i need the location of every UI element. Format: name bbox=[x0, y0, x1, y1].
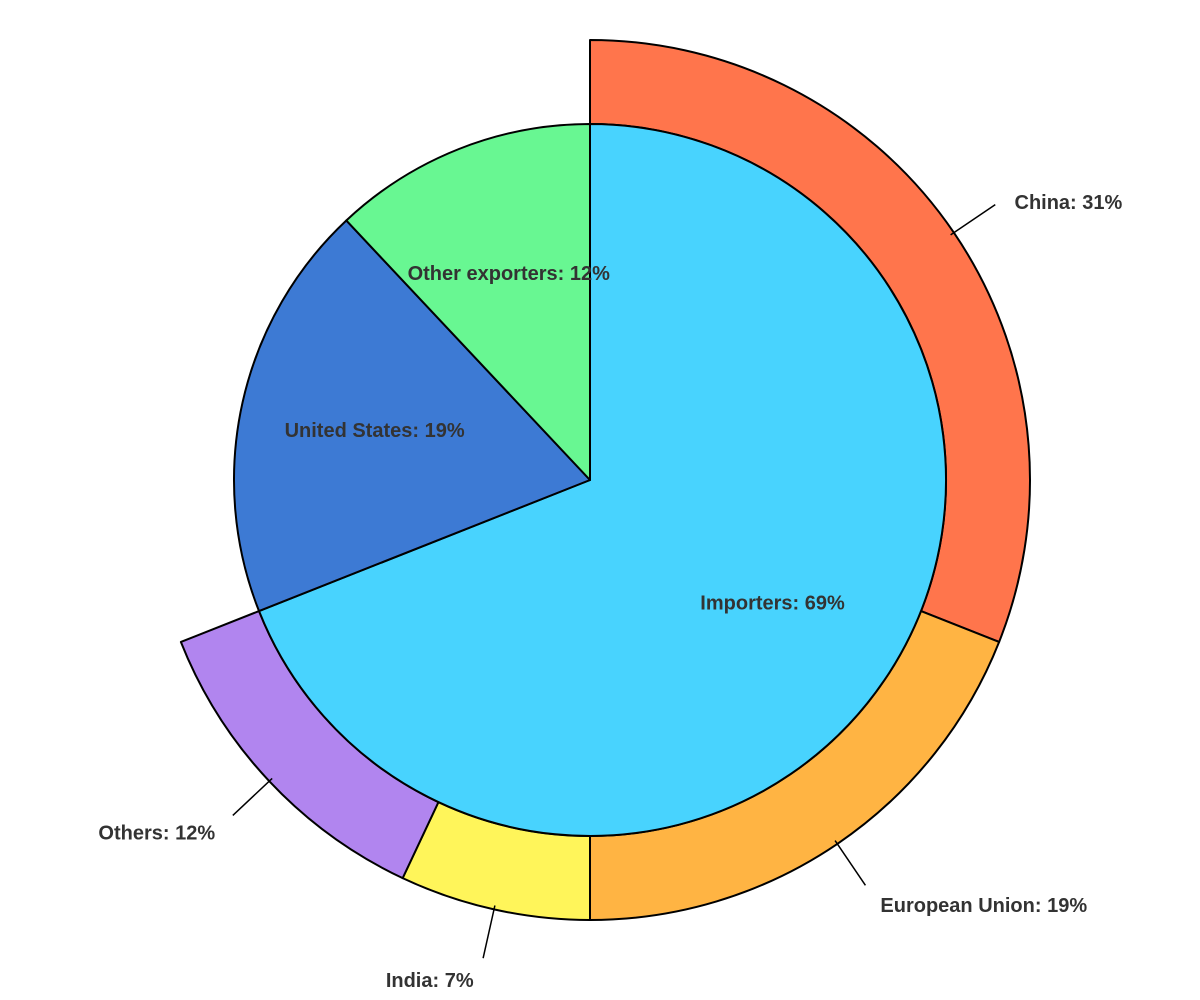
leader-line-others bbox=[232, 777, 273, 816]
inner-label-united-states: United States: 19% bbox=[285, 420, 465, 442]
outer-label-european-union: European Union: 19% bbox=[880, 895, 1087, 917]
outer-label-others: Others: 12% bbox=[98, 823, 215, 845]
outer-label-china: China: 31% bbox=[1015, 192, 1123, 214]
inner-label-importers: Importers: 69% bbox=[700, 592, 845, 614]
inner-slice-importers bbox=[258, 123, 947, 837]
outer-label-india: India: 7% bbox=[386, 970, 474, 992]
inner-slice-other-exporters bbox=[345, 123, 591, 481]
labels: Importers: 69% United States: 19% Other ex… bbox=[98, 192, 1122, 992]
inner-pie bbox=[233, 123, 947, 837]
leader-line-european-union bbox=[834, 840, 867, 886]
leader-line-china bbox=[950, 203, 996, 236]
inner-slice-united-states bbox=[233, 219, 591, 613]
inner-label-other-exporters: Other exporters: 12% bbox=[408, 263, 611, 285]
leader-line-india bbox=[482, 905, 496, 959]
